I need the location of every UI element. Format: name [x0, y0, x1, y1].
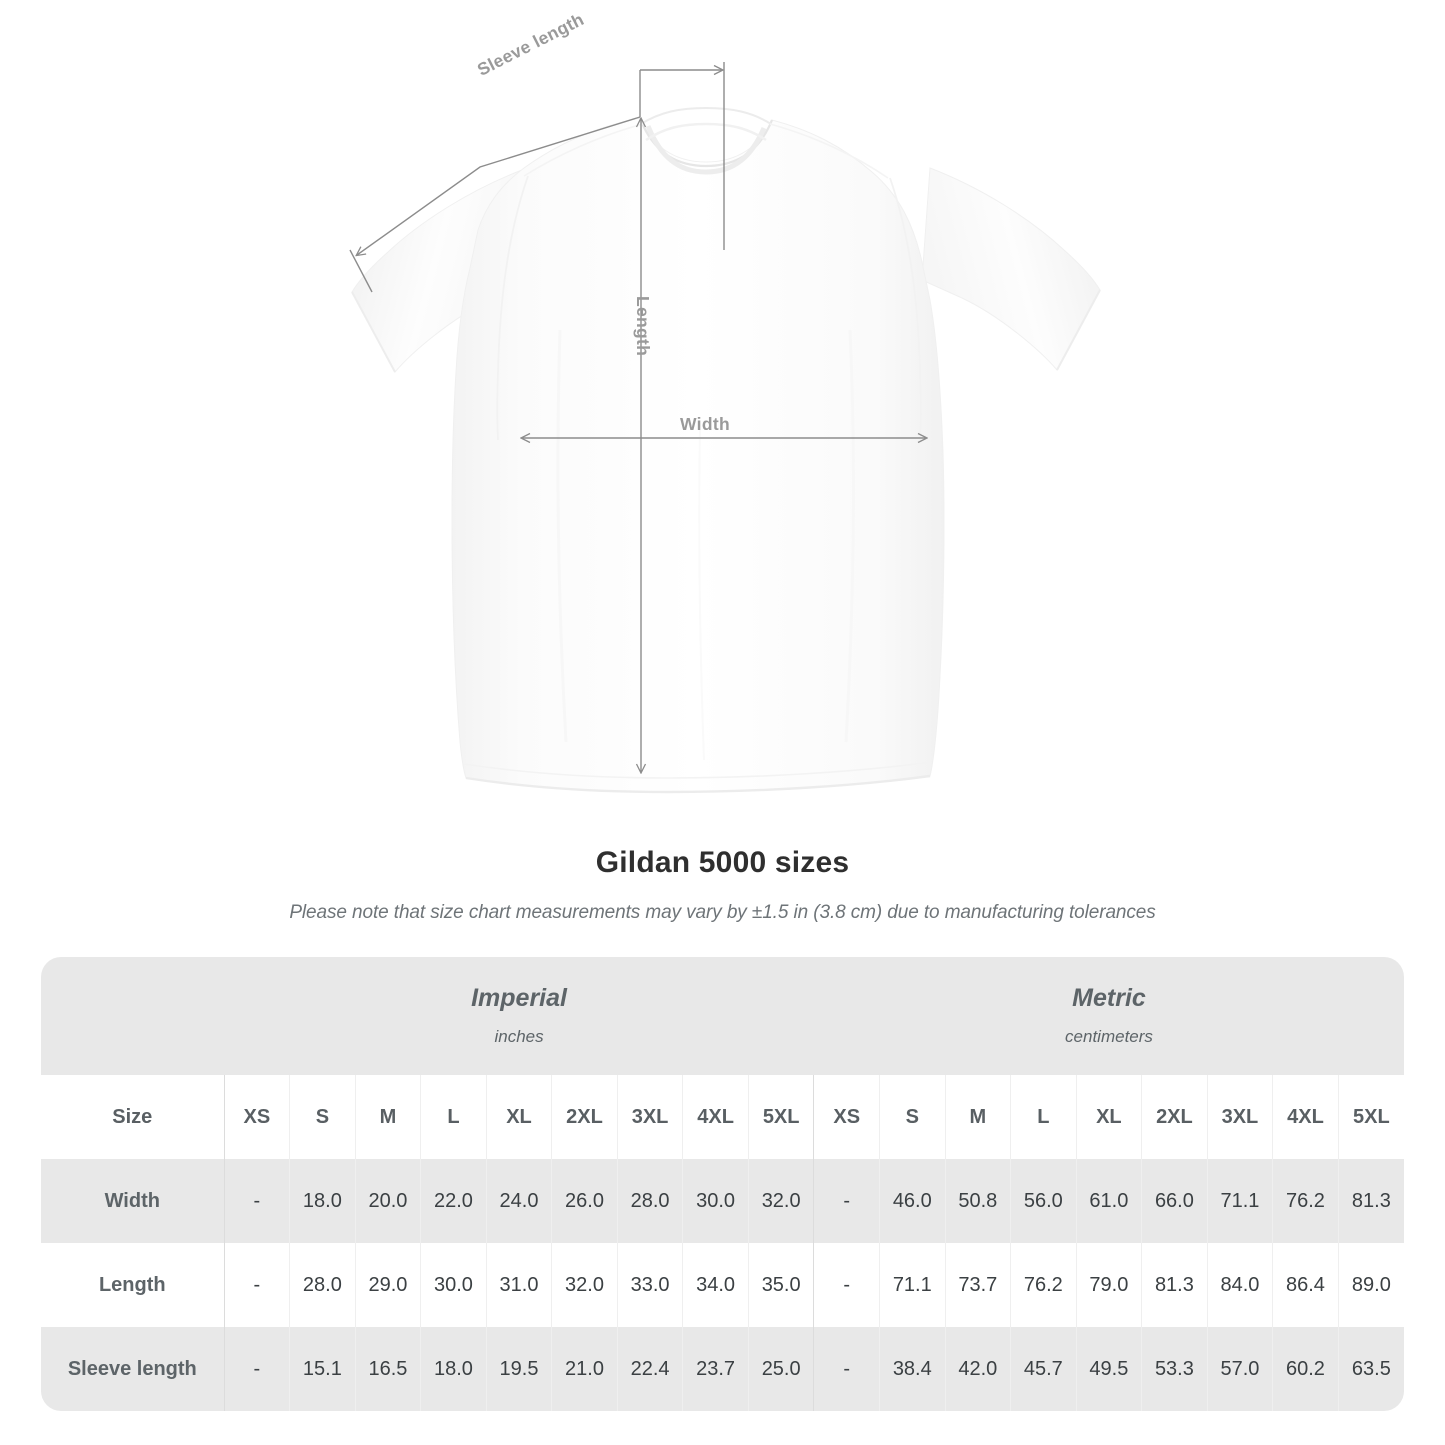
size-header-imp-6: 3XL	[616, 1075, 683, 1159]
unit-group-row: Imperial inches Metric centimeters	[41, 957, 1404, 1075]
tshirt-measurement-diagram: Sleeve length Length Width	[349, 9, 1101, 794]
cell-width-met-1: 46.0	[879, 1159, 946, 1243]
cell-width-met-4: 61.0	[1075, 1159, 1142, 1243]
unit-group-metric-sub: centimeters	[1065, 1026, 1153, 1046]
row-label-sleeve-length: Sleeve length	[41, 1327, 225, 1411]
size-header-met-6: 3XL	[1206, 1075, 1273, 1159]
cell-width-met-8: 81.3	[1337, 1159, 1404, 1243]
cell-length-met-4: 79.0	[1075, 1243, 1142, 1327]
size-header-label: Size	[41, 1075, 225, 1159]
cell-sleeve-imp-3: 18.0	[420, 1327, 487, 1411]
size-header-row: Size XS S M L XL 2XL 3XL 4XL 5XL XS S M …	[41, 1075, 1404, 1159]
size-header-met-7: 4XL	[1272, 1075, 1339, 1159]
size-header-imp-8: 5XL	[747, 1075, 814, 1159]
cell-sleeve-met-6: 57.0	[1206, 1327, 1273, 1411]
length-label: Length	[633, 296, 653, 357]
cell-width-imp-3: 22.0	[420, 1159, 487, 1243]
size-header-met-2: M	[944, 1075, 1011, 1159]
width-label: Width	[680, 414, 730, 434]
size-header-imp-1: S	[289, 1075, 356, 1159]
size-header-imp-2: M	[354, 1075, 421, 1159]
tshirt-silhouette	[351, 106, 1101, 794]
cell-sleeve-imp-7: 23.7	[682, 1327, 749, 1411]
unit-group-imperial: Imperial inches	[224, 957, 814, 1075]
cell-length-met-0: -	[813, 1243, 880, 1327]
unit-group-metric: Metric centimeters	[813, 957, 1404, 1075]
cell-width-imp-1: 18.0	[289, 1159, 356, 1243]
table-row: Sleeve length - 15.1 16.5 18.0 19.5 21.0…	[41, 1327, 1404, 1411]
row-label-width: Width	[41, 1159, 225, 1243]
cell-width-imp-5: 26.0	[551, 1159, 618, 1243]
size-header-met-3: L	[1010, 1075, 1077, 1159]
size-header-imp-5: 2XL	[551, 1075, 618, 1159]
cell-length-met-1: 71.1	[879, 1243, 946, 1327]
cell-width-met-0: -	[813, 1159, 880, 1243]
cell-length-imp-2: 29.0	[354, 1243, 421, 1327]
cell-length-met-5: 81.3	[1141, 1243, 1208, 1327]
tolerance-note: Please note that size chart measurements…	[289, 902, 1156, 923]
row-label-length: Length	[41, 1243, 225, 1327]
measurement-lines	[349, 62, 926, 772]
cell-sleeve-imp-2: 16.5	[354, 1327, 421, 1411]
unit-band-spacer	[41, 957, 225, 1075]
cell-length-imp-1: 28.0	[289, 1243, 356, 1327]
cell-sleeve-met-8: 63.5	[1337, 1327, 1404, 1411]
cell-length-met-2: 73.7	[944, 1243, 1011, 1327]
cell-sleeve-imp-5: 21.0	[551, 1327, 618, 1411]
size-header-met-0: XS	[813, 1075, 880, 1159]
cell-sleeve-met-1: 38.4	[879, 1327, 946, 1411]
table-row: Width - 18.0 20.0 22.0 24.0 26.0 28.0 30…	[41, 1159, 1404, 1243]
cell-width-imp-2: 20.0	[354, 1159, 421, 1243]
cell-length-met-6: 84.0	[1206, 1243, 1273, 1327]
size-header-met-8: 5XL	[1337, 1075, 1404, 1159]
cell-sleeve-imp-1: 15.1	[289, 1327, 356, 1411]
cell-width-imp-7: 30.0	[682, 1159, 749, 1243]
size-table: Imperial inches Metric centimeters Size …	[41, 957, 1404, 1411]
page-title: Gildan 5000 sizes	[595, 846, 850, 879]
cell-width-imp-4: 24.0	[485, 1159, 552, 1243]
cell-length-imp-5: 32.0	[551, 1243, 618, 1327]
size-header-imp-7: 4XL	[682, 1075, 749, 1159]
cell-width-imp-6: 28.0	[616, 1159, 683, 1243]
cell-sleeve-imp-6: 22.4	[616, 1327, 683, 1411]
cell-sleeve-met-0: -	[813, 1327, 880, 1411]
size-header-imp-4: XL	[485, 1075, 552, 1159]
cell-sleeve-imp-0: -	[223, 1327, 290, 1411]
cell-width-imp-8: 32.0	[747, 1159, 814, 1243]
cell-length-met-3: 76.2	[1010, 1243, 1077, 1327]
unit-group-metric-name: Metric	[1072, 984, 1146, 1013]
cell-length-met-8: 89.0	[1337, 1243, 1404, 1327]
cell-length-met-7: 86.4	[1272, 1243, 1339, 1327]
unit-group-imperial-sub: inches	[494, 1026, 544, 1046]
size-header-met-5: 2XL	[1141, 1075, 1208, 1159]
cell-length-imp-0: -	[223, 1243, 290, 1327]
cell-sleeve-met-5: 53.3	[1141, 1327, 1208, 1411]
cell-sleeve-met-3: 45.7	[1010, 1327, 1077, 1411]
cell-length-imp-6: 33.0	[616, 1243, 683, 1327]
table-row: Length - 28.0 29.0 30.0 31.0 32.0 33.0 3…	[41, 1243, 1404, 1327]
size-table-container: Imperial inches Metric centimeters Size …	[41, 957, 1404, 1411]
cell-width-met-3: 56.0	[1010, 1159, 1077, 1243]
unit-group-imperial-name: Imperial	[471, 984, 567, 1013]
cell-sleeve-met-7: 60.2	[1272, 1327, 1339, 1411]
cell-sleeve-met-2: 42.0	[944, 1327, 1011, 1411]
cell-sleeve-imp-4: 19.5	[485, 1327, 552, 1411]
cell-length-imp-7: 34.0	[682, 1243, 749, 1327]
size-header-imp-0: XS	[223, 1075, 290, 1159]
size-header-imp-3: L	[420, 1075, 487, 1159]
cell-length-imp-3: 30.0	[420, 1243, 487, 1327]
size-header-met-1: S	[879, 1075, 946, 1159]
cell-width-met-5: 66.0	[1141, 1159, 1208, 1243]
cell-width-met-7: 76.2	[1272, 1159, 1339, 1243]
cell-length-imp-8: 35.0	[747, 1243, 814, 1327]
cell-width-met-2: 50.8	[944, 1159, 1011, 1243]
size-header-met-4: XL	[1075, 1075, 1142, 1159]
cell-sleeve-met-4: 49.5	[1075, 1327, 1142, 1411]
cell-length-imp-4: 31.0	[485, 1243, 552, 1327]
cell-width-imp-0: -	[223, 1159, 290, 1243]
cell-width-met-6: 71.1	[1206, 1159, 1273, 1243]
cell-sleeve-imp-8: 25.0	[747, 1327, 814, 1411]
title-block: Gildan 5000 sizes Please note that size …	[0, 846, 1445, 924]
